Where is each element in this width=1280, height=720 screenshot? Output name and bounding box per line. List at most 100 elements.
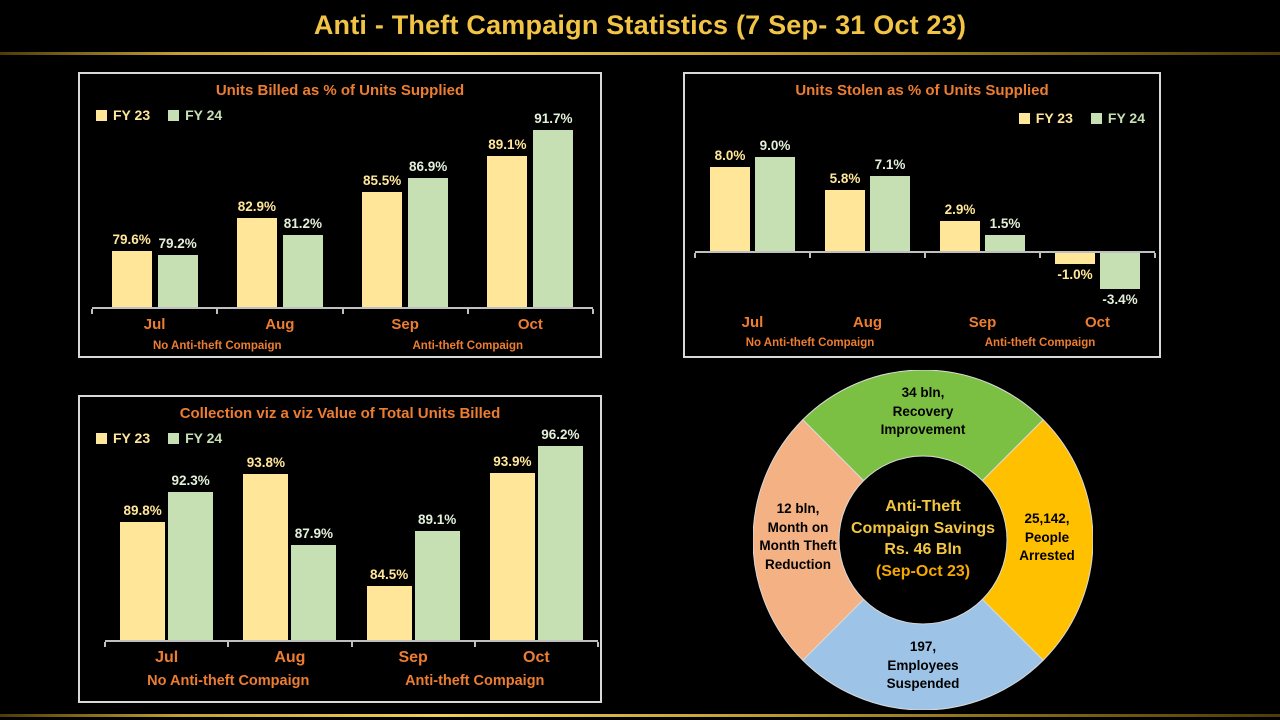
bar-fy23-oct <box>1055 253 1095 264</box>
bar-fy24-aug <box>870 176 910 251</box>
legend-item-fy24: FY 24 <box>168 430 222 446</box>
campaign-group-label: Anti-theft Compaign <box>412 340 524 352</box>
value-label: 96.2% <box>541 426 580 442</box>
value-label: 93.8% <box>246 455 286 471</box>
campaign-group-label: No Anti-theft Compaign <box>147 673 310 689</box>
value-label: 79.6% <box>112 232 151 247</box>
donut-label-line: Employees <box>887 657 959 673</box>
value-label: -1.0% <box>1057 266 1093 282</box>
bar-fy24-sep <box>414 530 460 640</box>
axis-tick <box>473 642 476 647</box>
donut-label-line: Improvement <box>880 422 966 437</box>
x-axis <box>105 640 598 642</box>
value-label: 89.1% <box>488 137 527 152</box>
value-label: 93.9% <box>493 454 532 470</box>
x-label-jul: Jul <box>143 316 166 333</box>
campaign-group-label: No Anti-theft Compaign <box>152 340 282 352</box>
value-label: 8.0% <box>714 148 746 163</box>
value-label: 9.0% <box>759 137 791 153</box>
donut-label-line: Month Theft <box>759 538 837 553</box>
axis-tick <box>91 309 93 314</box>
legend-swatch-icon <box>96 432 107 444</box>
chart-title: Collection viz a viz Value of Total Unit… <box>179 405 501 422</box>
axis-tick <box>227 642 230 647</box>
donut-center-line: Compaign Savings <box>850 519 996 537</box>
value-label: 87.9% <box>294 526 334 542</box>
donut-segment-right <box>981 419 1093 661</box>
legend-item-fy24: FY 24 <box>168 107 222 123</box>
bar-fy23-sep <box>362 192 403 307</box>
legend-swatch-icon <box>168 109 180 121</box>
value-label: 89.8% <box>123 503 162 519</box>
value-label: -3.4% <box>1102 291 1138 307</box>
bottom-divider-line <box>0 714 1280 717</box>
bar-fy23-jul <box>111 251 152 307</box>
value-label: 92.3% <box>171 473 210 489</box>
value-label: 79.2% <box>158 236 197 251</box>
bar-fy23-aug <box>825 190 865 251</box>
legend-swatch-icon <box>96 109 107 121</box>
axis-tick <box>694 253 696 258</box>
donut-segment-left <box>753 419 865 661</box>
value-label: 91.7% <box>534 111 573 126</box>
legend: FY 23 FY 24 <box>96 430 222 446</box>
bar-fy24-aug <box>291 545 337 640</box>
x-label-sep: Sep <box>391 316 419 333</box>
donut-segment-bottom <box>802 598 1044 710</box>
bar-fy24-oct <box>537 445 583 640</box>
bar-fy24-jul <box>755 156 795 251</box>
title-divider-line <box>0 52 1280 55</box>
x-label-oct: Oct <box>523 649 550 666</box>
x-axis <box>92 307 593 309</box>
x-label-sep: Sep <box>968 314 997 331</box>
donut-label-line: People <box>1024 529 1070 545</box>
bar-fy24-aug <box>282 235 323 307</box>
x-label-jul: Jul <box>741 314 764 331</box>
axis-tick <box>592 309 594 314</box>
donut-label-line: Suspended <box>886 676 960 691</box>
x-label-aug: Aug <box>852 314 883 331</box>
value-label: 1.5% <box>989 216 1021 232</box>
bar-fy24-oct <box>533 130 574 307</box>
legend-label: FY 24 <box>1107 110 1145 126</box>
collection-chart: Collection viz a viz Value of Total Unit… <box>78 395 602 703</box>
donut-rings <box>753 370 1093 710</box>
legend-label: FY 24 <box>185 430 223 446</box>
bar-fy24-jul <box>168 492 214 640</box>
units-stolen-chart: Units Stolen as % of Units Supplied FY 2… <box>683 72 1161 358</box>
bar-fy24-jul <box>157 255 198 307</box>
legend-label: FY 24 <box>185 107 223 123</box>
bar-fy24-oct <box>1100 253 1140 289</box>
donut-label-bottom: 197, Employees Suspended <box>813 638 1033 694</box>
x-label-aug: Aug <box>274 649 306 666</box>
legend: FY 23 FY 24 <box>96 107 222 123</box>
campaign-group-label: No Anti-theft Compaign <box>745 337 875 349</box>
value-label: 84.5% <box>369 567 409 582</box>
units-billed-chart: Units Billed as % of Units Supplied FY 2… <box>78 72 602 358</box>
axis-tick <box>1154 253 1156 258</box>
donut-label-right: 25,142, People Arrested <box>989 510 1105 566</box>
legend-item-fy24: FY 24 <box>1090 110 1145 126</box>
bar-fy23-jul <box>120 522 166 640</box>
donut-label-line: Month on <box>767 519 829 535</box>
bar-fy23-sep <box>940 220 980 251</box>
x-label-sep: Sep <box>398 649 428 666</box>
axis-tick <box>924 253 926 258</box>
legend-label: FY 23 <box>113 430 151 446</box>
campaign-group-label: Anti-theft Compaign <box>405 673 545 689</box>
page-title: Anti - Theft Campaign Statistics (7 Sep-… <box>313 10 967 40</box>
donut-label-line: Recovery <box>892 403 954 419</box>
donut-center-text: Anti-Theft Compaign Savings Rs. 46 Bln (Sep… <box>753 496 1093 582</box>
x-label-aug: Aug <box>265 316 295 333</box>
donut-center-line: (Sep-Oct 23) <box>875 562 971 580</box>
bar-fy24-sep <box>408 178 449 307</box>
x-label-oct: Oct <box>1084 314 1111 331</box>
value-label: 82.9% <box>237 199 277 214</box>
x-axis <box>695 251 1155 253</box>
axis-tick <box>350 642 353 647</box>
donut-label-line: 34 bln, <box>901 385 945 400</box>
legend-item-fy23: FY 23 <box>1018 110 1073 126</box>
value-label: 2.9% <box>944 201 976 217</box>
legend-item-fy23: FY 23 <box>96 107 150 123</box>
value-label: 86.9% <box>408 159 448 174</box>
